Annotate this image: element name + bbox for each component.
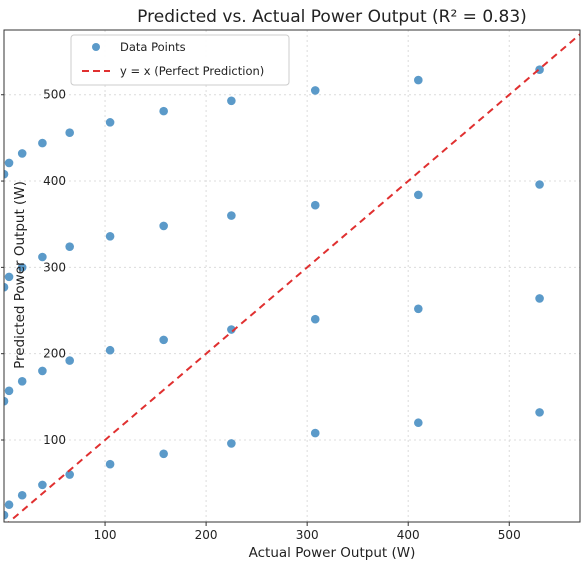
legend-marker-data-points (92, 43, 100, 51)
data-point (4, 500, 14, 510)
data-point (227, 96, 236, 106)
legend-label-data-points: Data Points (120, 40, 186, 54)
data-point (38, 366, 47, 376)
data-point (65, 242, 74, 251)
data-point (310, 86, 320, 95)
data-point (105, 345, 115, 355)
data-series (4, 65, 544, 520)
legend: Data Points y = x (Perfect Prediction) (70, 34, 290, 86)
data-point (17, 377, 27, 386)
x-axis-label: Actual Power Output (W) (249, 545, 416, 561)
x-tick-label: 200 (195, 528, 218, 542)
x-tick-label: 100 (94, 528, 117, 542)
plot-frame (3, 29, 581, 523)
data-point (17, 149, 27, 158)
y-axis-label: Predicted Power Output (W) (12, 181, 28, 369)
data-point (4, 282, 9, 292)
data-point (65, 356, 74, 365)
data-point (414, 304, 423, 314)
data-point (227, 439, 236, 448)
data-point (38, 480, 47, 490)
data-point (159, 221, 168, 231)
data-point (38, 138, 47, 148)
data-point (4, 510, 9, 520)
legend-box (70, 34, 290, 86)
data-point (65, 470, 74, 479)
data-point (105, 118, 115, 127)
data-point (4, 386, 14, 396)
data-point (17, 263, 27, 272)
x-ticks: 100 200 300 400 500 (94, 522, 521, 542)
grid (4, 30, 580, 522)
data-point (4, 396, 9, 406)
data-point (227, 211, 236, 220)
data-point (310, 428, 320, 438)
x-tick-label: 300 (296, 528, 319, 542)
data-point (4, 272, 14, 282)
legend-label-perfect-prediction: y = x (Perfect Prediction) (120, 64, 264, 78)
data-point (4, 169, 9, 179)
data-point (414, 418, 423, 428)
chart-title: Predicted vs. Actual Power Output (R² = … (137, 7, 527, 27)
data-point (105, 231, 115, 241)
data-point (310, 200, 320, 210)
y-tick-label: 100 (43, 433, 66, 447)
data-point (159, 106, 168, 116)
data-point (159, 449, 168, 459)
data-point (159, 335, 168, 345)
data-point (535, 408, 544, 417)
y-tick-label: 300 (43, 260, 66, 274)
y-tick-label: 200 (43, 347, 66, 361)
data-point (105, 459, 115, 469)
y-ticks: 100 200 300 400 500 (1, 88, 66, 447)
data-point (310, 314, 320, 324)
data-point (38, 252, 47, 262)
data-point (414, 190, 423, 200)
x-tick-label: 500 (498, 528, 521, 542)
data-point (17, 490, 27, 500)
perfect-prediction-line (7, 33, 580, 522)
data-point (227, 325, 236, 334)
data-point (414, 75, 423, 85)
y-tick-label: 500 (43, 88, 66, 102)
data-point (535, 294, 544, 303)
x-tick-label: 400 (397, 528, 420, 542)
data-point (4, 158, 14, 168)
data-point (535, 180, 544, 189)
y-tick-label: 400 (43, 174, 66, 188)
data-point (65, 128, 74, 138)
